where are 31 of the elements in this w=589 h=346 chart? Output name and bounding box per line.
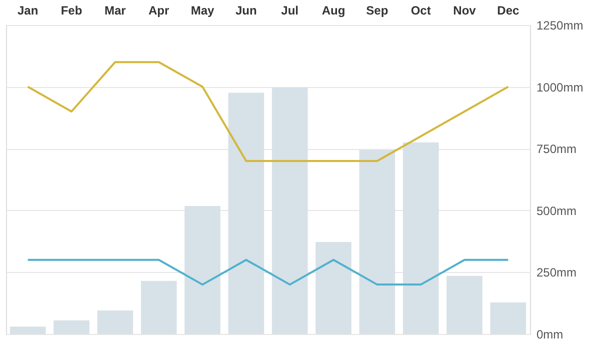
bar: [54, 320, 90, 334]
y-tick-label: 1000mm: [536, 80, 584, 94]
bar: [402, 142, 439, 334]
bar: [316, 242, 352, 334]
x-tick-label: Sep: [366, 4, 388, 18]
bar: [359, 150, 396, 334]
y-tick-label: 1250mm: [536, 18, 584, 32]
y-tick-label: 500mm: [536, 204, 577, 218]
bar: [228, 92, 264, 334]
x-tick-label: Nov: [453, 4, 476, 18]
x-tick-label: Jul: [281, 4, 299, 18]
x-tick-label: Aug: [322, 4, 346, 18]
bar: [97, 310, 134, 334]
bar: [272, 88, 308, 334]
bar: [490, 302, 526, 334]
bar: [140, 280, 177, 334]
bar: [446, 276, 482, 334]
x-tick-label: Jan: [17, 4, 38, 18]
x-tick-label: Mar: [104, 4, 126, 18]
line-series: [26, 61, 510, 162]
bar: [184, 206, 220, 334]
x-tick-label: Jun: [235, 4, 257, 18]
bar: [10, 326, 46, 334]
x-tick-label: Dec: [497, 4, 520, 18]
x-tick-label: Feb: [60, 4, 82, 18]
y-tick-label: 0mm: [536, 328, 564, 342]
x-tick-label: Apr: [148, 4, 170, 18]
x-tick-label: Oct: [410, 4, 431, 18]
y-tick-label: 250mm: [536, 266, 577, 280]
x-tick-label: May: [190, 4, 214, 18]
y-tick-label: 750mm: [536, 142, 577, 156]
